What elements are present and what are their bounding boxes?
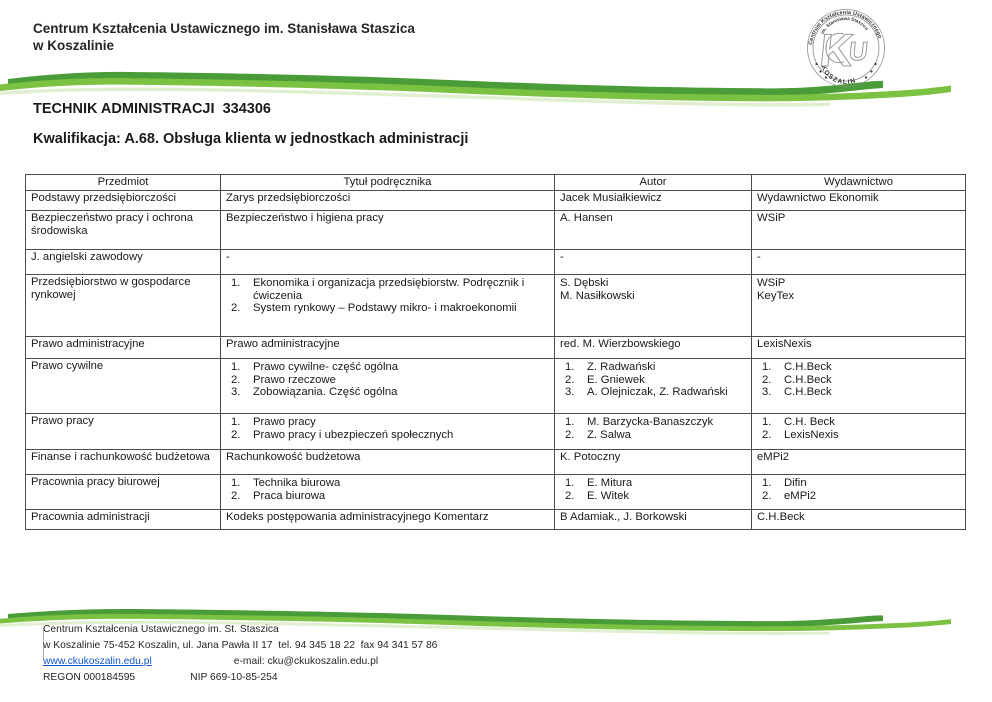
svg-text:U: U — [848, 36, 870, 66]
